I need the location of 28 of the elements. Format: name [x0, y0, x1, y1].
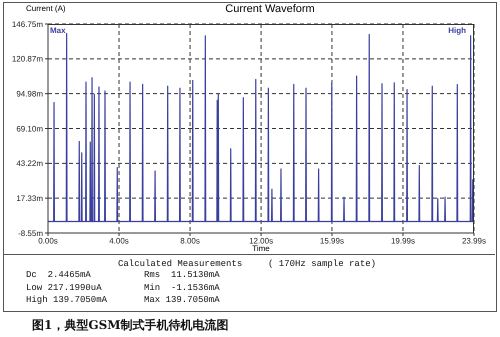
y-axis-title: Current (A)	[26, 4, 66, 13]
annotation: Max	[50, 26, 66, 35]
y-tick-label: -8.55m	[18, 228, 44, 238]
x-axis-title: Time	[251, 244, 271, 253]
text: High 139.7050mA	[26, 295, 108, 305]
text: Dc 2.4465mA	[26, 270, 91, 280]
x-tick-label: 23.99s	[462, 236, 486, 246]
annotation: High	[448, 26, 466, 35]
y-tick-label: 43.22m	[16, 159, 44, 168]
text: Low 217.1990uA	[26, 283, 102, 293]
chart-title: Current Waveform	[225, 3, 315, 15]
caption: 图1，典型GSM制式手机待机电流图	[32, 317, 229, 334]
x-tick-label: 15.99s	[320, 236, 344, 246]
text: Max 139.7050mA	[144, 295, 220, 305]
x-tick-label: 4.00s	[109, 236, 129, 246]
text: Calculated Measurements	[118, 259, 242, 269]
y-tick-label: 146.75m	[12, 20, 44, 29]
x-tick-label: 12.00s	[249, 236, 274, 246]
y-tick-label: 69.10m	[16, 124, 44, 134]
y-tick-label: 17.33m	[16, 194, 44, 204]
x-tick-label: 0.00s	[38, 236, 58, 246]
text: Min -1.1536mA	[144, 283, 220, 293]
text: Rms 11.5130mA	[144, 270, 220, 280]
y-tick-label: 94.98m	[16, 90, 44, 99]
text: ( 170Hz sample rate)	[268, 259, 376, 269]
y-tick-label: 120.87m	[12, 54, 44, 64]
x-tick-label: 19.99s	[390, 236, 415, 246]
x-tick-label: 8.00s	[180, 236, 200, 246]
